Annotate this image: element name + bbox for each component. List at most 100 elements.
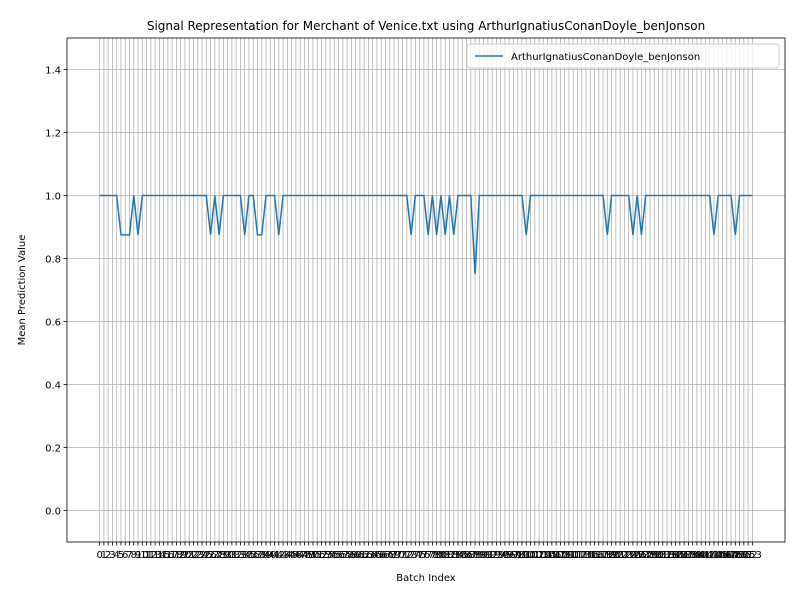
x-tick-label: 85 [456,550,469,561]
x-tick-label: 147 [717,550,736,561]
x-tick-label: 119 [598,550,617,561]
x-tick-label: 48 [298,550,311,561]
x-tick-label: 65 [371,550,384,561]
x-tick-label: 137 [675,550,694,561]
x-tick-label: 14 [153,550,166,561]
x-tick-label: 141 [692,550,711,561]
x-tick-label: 82 [443,550,456,561]
x-tick-label: 13 [149,550,162,561]
x-tick-label: 47 [294,550,307,561]
x-tick-label: 124 [619,550,638,561]
x-tick-label: 59 [345,550,358,561]
x-tick-label: 150 [730,550,749,561]
x-tick-label: 78 [426,550,439,561]
x-tick-label: 123 [615,550,634,561]
x-tick-label: 52 [315,550,328,561]
legend-box [466,43,780,69]
x-tick-label: 98 [511,550,524,561]
x-tick-label: 7 [126,550,132,561]
x-tick-label: 5 [118,550,124,561]
x-tick-label: 8 [131,550,137,561]
x-tick-label: 62 [358,550,371,561]
x-tick-label: 130 [645,550,664,561]
legend-label: ArthurIgnatiusConanDoyle_benJonson [511,52,700,63]
x-tick-label: 128 [636,550,655,561]
x-tick-label: 86 [460,550,473,561]
x-tick-label: 33 [234,550,247,561]
x-tick-label: 115 [581,550,600,561]
x-tick-label: 71 [396,550,409,561]
x-tick-label: 103 [530,550,549,561]
y-tick-label: 1.2 [45,129,61,140]
x-tick-label: 146 [713,550,732,561]
x-tick-label: 97 [507,550,520,561]
x-tick-label: 25 [200,550,213,561]
x-tick-label: 37 [251,550,264,561]
x-tick-label: 27 [208,550,221,561]
x-tick-label: 127 [632,550,651,561]
x-tick-label: 60 [349,550,362,561]
x-tick-label: 88 [469,550,482,561]
x-tick-label: 149 [726,550,745,561]
x-tick-label: 11 [140,550,153,561]
x-tick-label: 107 [547,550,566,561]
x-tick-label: 3 [109,550,115,561]
x-tick-label: 17 [166,550,179,561]
x-tick-label: 20 [179,550,192,561]
x-tick-label: 94 [494,550,507,561]
x-tick-label: 6 [122,550,128,561]
x-tick-label: 41 [268,550,281,561]
x-tick-label: 152 [739,550,758,561]
x-tick-label: 101 [521,550,540,561]
x-tick-label: 108 [551,550,570,561]
x-tick-label: 68 [383,550,396,561]
x-tick-label: 129 [640,550,659,561]
axes-frame [66,37,786,543]
x-tick-label: 131 [649,550,668,561]
x-tick-label: 77 [422,550,435,561]
x-tick-label: 57 [336,550,349,561]
x-tick-label: 100 [517,550,536,561]
x-tick-label: 114 [576,550,595,561]
x-tick-label: 66 [375,550,388,561]
x-tick-label: 56 [332,550,345,561]
x-tick-label: 118 [594,550,613,561]
x-tick-label: 18 [170,550,183,561]
x-tick-label: 79 [430,550,443,561]
x-tick-label: 42 [272,550,285,561]
x-tick-label: 50 [307,550,320,561]
x-tick-label: 125 [623,550,642,561]
x-tick-label: 75 [413,550,426,561]
x-tick-label: 92 [486,550,499,561]
x-tick-label: 87 [464,550,477,561]
y-tick-label: 0.8 [45,255,61,266]
x-tick-label: 44 [281,550,294,561]
x-axis-label: Batch Index [396,573,456,584]
x-tick-label: 38 [255,550,268,561]
x-tick-label: 105 [538,550,557,561]
x-tick-label: 30 [221,550,234,561]
x-tick-label: 70 [392,550,405,561]
x-tick-label: 12 [144,550,157,561]
x-tick-label: 139 [683,550,702,561]
x-tick-label: 132 [653,550,672,561]
x-tick-label: 26 [204,550,217,561]
x-tick-label: 96 [503,550,516,561]
x-tick-label: 89 [473,550,486,561]
chart-title: Signal Representation for Merchant of Ve… [147,19,705,33]
y-tick-label: 1.0 [45,192,61,203]
x-tick-label: 99 [516,550,529,561]
x-tick-label: 151 [734,550,753,561]
x-tick-label: 32 [230,550,243,561]
x-tick-label: 111 [564,550,583,561]
x-tick-label: 55 [328,550,341,561]
x-tick-label: 95 [499,550,512,561]
x-tick-label: 145 [709,550,728,561]
x-tick-label: 19 [174,550,187,561]
x-tick-label: 110 [559,550,578,561]
x-tick-label: 106 [542,550,561,561]
x-tick-label: 39 [260,550,273,561]
x-tick-label: 93 [490,550,503,561]
x-tick-label: 133 [657,550,676,561]
